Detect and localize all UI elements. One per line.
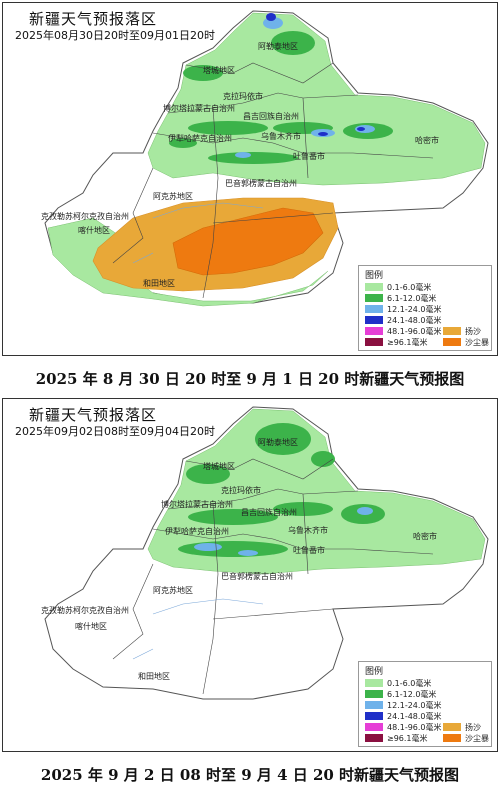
- legend-item: 24.1-48.0毫米: [365, 315, 442, 325]
- legend-item: 48.1-96.0毫米: [365, 326, 442, 336]
- figure-caption: 2025 年 8 月 30 日 20 时至 9 月 1 日 20 时新疆天气预报…: [35, 370, 465, 388]
- legend-item: 沙尘暴: [443, 337, 489, 347]
- legend-item: ≥96.1毫米: [365, 733, 428, 743]
- legend-item: 12.1-24.0毫米: [365, 304, 442, 314]
- prefecture-boundaries: [112, 458, 434, 695]
- forecast-map-panel-2: 新疆天气预报落区 2025年09月02日08时至09月04日20时 阿勒泰地区 …: [2, 398, 498, 752]
- forecast-map-panel-1: 新疆天气预报落区 2025年08月30日20时至09月01日20时 阿勒泰地区 …: [2, 2, 498, 356]
- xinjiang-map-1: [44, 10, 489, 307]
- map-legend: 图例 0.1-6.0毫米 6.1-12.0毫米 12.1-24.0毫米 24.1…: [358, 661, 492, 747]
- legend-item: 扬沙: [443, 326, 481, 336]
- legend-item: 48.1-96.0毫米: [365, 722, 442, 732]
- precip-area-blue: [235, 17, 375, 158]
- legend-item: 24.1-48.0毫米: [365, 711, 442, 721]
- map-title: 新疆天气预报落区: [29, 406, 158, 424]
- legend-title: 图例: [365, 271, 384, 281]
- forecast-period: 2025年09月02日08时至09月04日20时: [15, 425, 215, 438]
- map-title: 新疆天气预报落区: [29, 10, 158, 28]
- figure-caption: 2025 年 9 月 2 日 08 时至 9 月 4 日 20 时新疆天气预报图: [40, 766, 460, 784]
- prefecture-boundaries: [112, 62, 434, 299]
- legend-item: ≥96.1毫米: [365, 337, 428, 347]
- precip-area-dark-blue: [266, 13, 365, 136]
- rivers: [132, 598, 264, 660]
- forecast-period: 2025年08月30日20时至09月01日20时: [15, 29, 215, 42]
- legend-item: 0.1-6.0毫米: [365, 282, 431, 292]
- rivers: [132, 202, 264, 264]
- legend-item: 12.1-24.0毫米: [365, 700, 442, 710]
- legend-item: 沙尘暴: [443, 733, 489, 743]
- legend-title: 图例: [365, 667, 384, 677]
- legend-item: 0.1-6.0毫米: [365, 678, 431, 688]
- xinjiang-map-2: [44, 406, 489, 700]
- precip-area-blue: [194, 507, 373, 556]
- legend-item: 6.1-12.0毫米: [365, 293, 436, 303]
- map-legend: 图例 0.1-6.0毫米 6.1-12.0毫米 12.1-24.0毫米 24.1…: [358, 265, 492, 351]
- precip-area-medium: [178, 423, 385, 557]
- legend-item: 扬沙: [443, 722, 481, 732]
- legend-item: 6.1-12.0毫米: [365, 689, 436, 699]
